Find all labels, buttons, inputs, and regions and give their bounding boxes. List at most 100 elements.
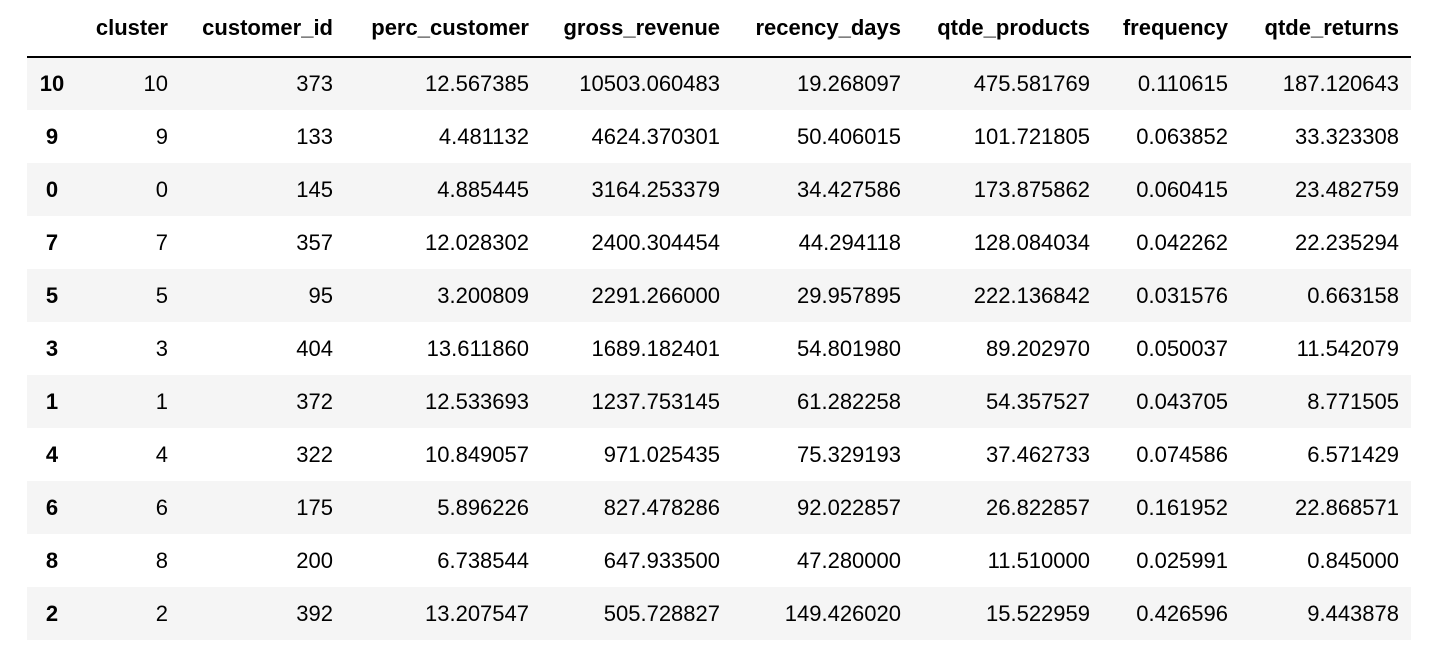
cell-recency-days: 92.022857 xyxy=(797,494,901,520)
cell-recency-days: 61.282258 xyxy=(797,388,901,414)
cell-frequency: 0.043705 xyxy=(1136,388,1228,414)
cell-cluster: 2 xyxy=(155,600,168,626)
cell-qtde-products: 37.462733 xyxy=(986,441,1090,467)
cell-qtde-products: 26.822857 xyxy=(986,494,1090,520)
cell-gross-revenue: 647.933500 xyxy=(603,547,720,573)
cell-frequency: 0.426596 xyxy=(1136,600,1228,626)
table-row: 8 8 200 6.738544 647.933500 47.280000 11.51000… xyxy=(27,534,1411,587)
cell-perc-customer: 13.207547 xyxy=(425,600,529,626)
table-row: 7 7 357 12.028302 2400.304454 44.294118 128.08… xyxy=(27,216,1411,269)
row-index: 5 xyxy=(45,282,59,308)
cell-customer-id: 322 xyxy=(296,441,333,467)
cell-gross-revenue: 1689.182401 xyxy=(591,335,720,361)
row-index: 0 xyxy=(45,176,59,202)
cell-perc-customer: 13.611860 xyxy=(426,335,529,361)
cell-recency-days: 29.957895 xyxy=(797,282,901,308)
cell-perc-customer: 5.896226 xyxy=(437,494,529,520)
cell-cluster: 6 xyxy=(155,494,168,520)
cell-customer-id: 373 xyxy=(296,71,333,96)
cell-recency-days: 19.268097 xyxy=(797,71,901,96)
cell-qtde-products: 173.875862 xyxy=(973,176,1090,202)
cell-customer-id: 133 xyxy=(296,123,333,149)
cell-qtde-products: 222.136842 xyxy=(973,282,1090,308)
cell-perc-customer: 3.200809 xyxy=(437,282,529,308)
cell-qtde-returns: 11.542079 xyxy=(1296,335,1399,361)
cell-gross-revenue: 505.728827 xyxy=(603,600,720,626)
table-body: 10 10 373 12.567385 10503.060483 19.268097 475… xyxy=(27,57,1411,640)
row-index: 4 xyxy=(45,441,59,467)
row-index: 9 xyxy=(45,123,59,149)
cell-frequency: 0.060415 xyxy=(1136,176,1228,202)
cell-qtde-returns: 8.771505 xyxy=(1307,388,1399,414)
cell-frequency: 0.031576 xyxy=(1136,282,1228,308)
cell-frequency: 0.074586 xyxy=(1136,441,1228,467)
cell-gross-revenue: 2291.266000 xyxy=(591,282,720,308)
cell-perc-customer: 6.738544 xyxy=(437,547,529,573)
dataframe-table: cluster customer_id perc_customer gross_… xyxy=(27,0,1411,640)
cell-perc-customer: 10.849057 xyxy=(425,441,529,467)
cell-qtde-products: 128.084034 xyxy=(973,229,1090,255)
cell-customer-id: 145 xyxy=(296,176,333,202)
table-row: 3 3 404 13.611860 1689.182401 54.801980 89.202… xyxy=(27,322,1411,375)
cell-qtde-returns: 187.120643 xyxy=(1282,71,1399,96)
row-index: 8 xyxy=(45,547,59,573)
cell-qtde-products: 89.202970 xyxy=(986,335,1090,361)
cell-gross-revenue: 10503.060483 xyxy=(579,71,720,96)
cell-perc-customer: 12.533693 xyxy=(425,388,529,414)
cell-cluster: 10 xyxy=(143,71,168,96)
cell-qtde-returns: 0.663158 xyxy=(1307,282,1399,308)
cell-qtde-returns: 33.323308 xyxy=(1295,123,1399,149)
column-header-cluster: cluster xyxy=(77,0,180,58)
cell-qtde-products: 54.357527 xyxy=(986,388,1090,414)
cell-frequency: 0.161952 xyxy=(1136,494,1228,520)
cell-gross-revenue: 4624.370301 xyxy=(591,123,720,149)
row-index: 1 xyxy=(45,388,59,414)
column-header-qtde-returns: qtde_returns xyxy=(1240,0,1411,58)
column-header-qtde-products: qtde_products xyxy=(913,0,1102,58)
cell-perc-customer: 4.885445 xyxy=(437,176,529,202)
cell-cluster: 0 xyxy=(155,176,168,202)
cell-customer-id: 392 xyxy=(296,600,333,626)
table-row: 2 2 392 13.207547 505.728827 149.426020 15.522… xyxy=(27,587,1411,640)
row-index: 2 xyxy=(45,600,59,626)
column-header-gross-revenue: gross_revenue xyxy=(541,0,732,58)
cell-cluster: 8 xyxy=(155,547,168,573)
cell-gross-revenue: 1237.753145 xyxy=(591,388,720,414)
cell-recency-days: 44.294118 xyxy=(798,229,901,255)
table-row: 1 1 372 12.533693 1237.753145 61.282258 54.357… xyxy=(27,375,1411,428)
table-row: 0 0 145 4.885445 3164.253379 34.427586 173.875… xyxy=(27,163,1411,216)
table-row: 5 5 95 3.200809 2291.266000 29.957895 222.1368… xyxy=(27,269,1411,322)
cell-cluster: 5 xyxy=(155,282,168,308)
cell-recency-days: 75.329193 xyxy=(797,441,901,467)
row-index: 3 xyxy=(45,335,59,361)
cell-qtde-returns: 6.571429 xyxy=(1307,441,1399,467)
row-index: 7 xyxy=(45,229,59,255)
cell-perc-customer: 12.028302 xyxy=(425,229,529,255)
cell-cluster: 4 xyxy=(155,441,168,467)
cell-recency-days: 34.427586 xyxy=(797,176,901,202)
cell-customer-id: 357 xyxy=(296,229,333,255)
cell-cluster: 9 xyxy=(155,123,168,149)
cell-cluster: 3 xyxy=(155,335,168,361)
cell-customer-id: 175 xyxy=(296,494,333,520)
column-header-perc-customer: perc_customer xyxy=(345,0,541,58)
cell-qtde-returns: 22.868571 xyxy=(1295,494,1399,520)
table-row: 9 9 133 4.481132 4624.370301 50.406015 101.721… xyxy=(27,110,1411,163)
cell-gross-revenue: 3164.253379 xyxy=(591,176,720,202)
cell-qtde-returns: 0.845000 xyxy=(1307,547,1399,573)
cell-frequency: 0.025991 xyxy=(1136,547,1228,573)
cell-customer-id: 372 xyxy=(296,388,333,414)
cell-cluster: 7 xyxy=(155,229,168,255)
cell-frequency: 0.110615 xyxy=(1137,71,1228,96)
cell-perc-customer: 4.481132 xyxy=(438,123,529,149)
cell-gross-revenue: 971.025435 xyxy=(603,441,720,467)
cell-recency-days: 149.426020 xyxy=(784,600,901,626)
cell-qtde-returns: 23.482759 xyxy=(1295,176,1399,202)
cell-perc-customer: 12.567385 xyxy=(425,71,529,96)
cell-frequency: 0.050037 xyxy=(1136,335,1228,361)
table-row: 10 10 373 12.567385 10503.060483 19.268097 475… xyxy=(27,57,1411,110)
cell-qtde-returns: 9.443878 xyxy=(1307,600,1399,626)
cell-qtde-returns: 22.235294 xyxy=(1295,229,1399,255)
row-index: 10 xyxy=(39,71,65,96)
cell-gross-revenue: 827.478286 xyxy=(603,494,720,520)
